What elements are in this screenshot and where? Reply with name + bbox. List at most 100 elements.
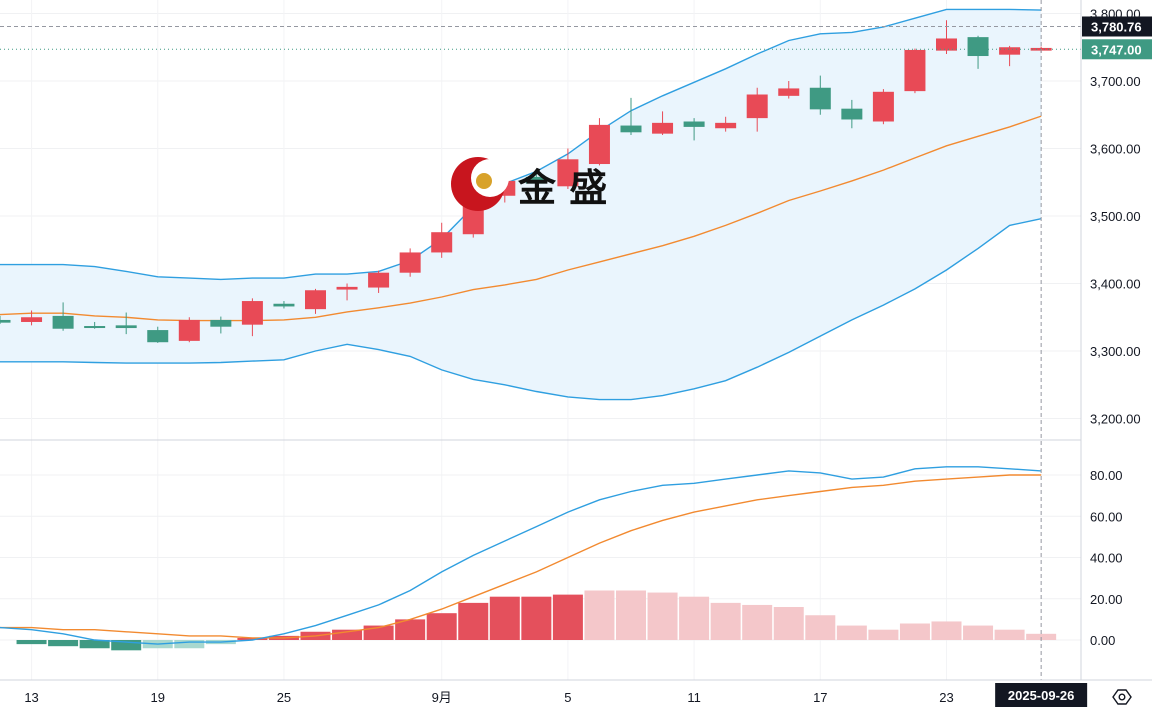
price-tick-label: 3,700.00 (1090, 74, 1141, 89)
bollinger-upper-line (0, 8, 1042, 281)
price-tick-label: 3,200.00 (1090, 412, 1141, 427)
candle (336, 283, 358, 301)
macd-histogram-bar (552, 594, 583, 640)
current-date-badge-bg (995, 683, 1088, 707)
candle (588, 118, 610, 166)
macd-histogram-bar (584, 590, 615, 640)
macd-histogram-bar (836, 625, 867, 640)
macd-histogram-bar (237, 637, 268, 640)
settings-icon[interactable] (1112, 689, 1132, 705)
macd-pane (0, 466, 1081, 651)
candle (715, 116, 737, 132)
candle-body (999, 47, 1021, 55)
current-date-badge: 2025-09-26 (995, 683, 1088, 707)
macd-histogram-bar (395, 619, 426, 640)
candle (683, 118, 705, 141)
candle-body (872, 91, 894, 122)
current-date-badge-text: 2025-09-26 (1008, 688, 1075, 703)
macd-tick-label: 40.00 (1090, 551, 1123, 566)
high-price-badge-bg (1082, 16, 1152, 37)
candle-body (241, 301, 263, 325)
macd-histogram-bar (489, 596, 520, 640)
last-price-badge-text: 3,747.00 (1091, 42, 1142, 57)
candle-body (588, 124, 610, 165)
candle-body (210, 319, 232, 327)
macd-histogram-bar (679, 596, 710, 640)
candle-body (683, 121, 705, 127)
candle (241, 298, 263, 337)
macd-histogram-bar (426, 613, 457, 640)
price-pane: 金 盛 (0, 0, 1081, 680)
candle-body (368, 272, 390, 288)
macd-histogram-bar (174, 640, 205, 649)
macd-histogram-bar (868, 629, 899, 640)
price-tick-label: 3,500.00 (1090, 209, 1141, 224)
candle (557, 148, 579, 189)
last-price-badge: 3,747.00 (1082, 39, 1152, 60)
macd-histogram-bar (111, 640, 142, 651)
time-tick-label: 9月 (432, 690, 452, 705)
candle (273, 301, 295, 309)
candle-body (147, 330, 169, 343)
candle (778, 81, 800, 99)
candle-body (936, 38, 957, 51)
time-tick-label: 17 (813, 690, 827, 705)
macd-tick-label: 80.00 (1090, 468, 1123, 483)
macd-histogram-bar (79, 640, 110, 649)
macd-histogram-bar (931, 621, 962, 640)
candle-body (967, 37, 989, 57)
logo: 金 盛 (451, 157, 607, 211)
candle-body (557, 159, 579, 187)
macd-histogram-bar (899, 623, 930, 640)
candle (620, 97, 642, 135)
candle (147, 326, 169, 343)
macd-histogram-bar (805, 615, 836, 640)
macd-histogram-bar (16, 640, 47, 645)
price-tick-label: 3,600.00 (1090, 142, 1141, 157)
candle (936, 20, 957, 54)
price-tick-label: 3,300.00 (1090, 344, 1141, 359)
candle-body (21, 317, 43, 322)
macd-line (0, 466, 1042, 645)
time-tick-label: 23 (939, 690, 953, 705)
candle-body (0, 319, 11, 323)
macd-histogram-bar (458, 602, 489, 640)
macd-histogram-bar (647, 592, 678, 640)
time-tick-label: 13 (24, 690, 38, 705)
candle-body (652, 122, 674, 134)
price-axis-ticks: 3,200.00 3,300.00 3,400.00 3,500.00 3,600.00… (1090, 7, 1141, 427)
candle-body (431, 232, 453, 253)
candle (305, 288, 326, 314)
candle-body (273, 303, 295, 307)
candle (0, 315, 11, 324)
candle (652, 111, 674, 135)
time-tick-label: 25 (277, 690, 291, 705)
high-price-badge-text: 3,780.76 (1091, 19, 1142, 34)
last-price-badge-bg (1082, 39, 1152, 60)
candle (115, 312, 137, 335)
candle-body (399, 252, 421, 273)
price-axis[interactable]: 3,200.00 3,300.00 3,400.00 3,500.00 3,600.00… (1080, 0, 1152, 680)
time-axis[interactable]: 13 19 25 9月 5 11 17 23 2025-09-26 (0, 679, 1152, 707)
candle-body (84, 326, 106, 329)
candle (904, 48, 926, 94)
candle (431, 222, 453, 258)
candle (52, 302, 74, 331)
macd-histogram-bar (332, 629, 363, 640)
time-tick-label: 19 (151, 690, 165, 705)
candle (210, 316, 232, 334)
candle-body (746, 94, 768, 119)
candle-body (178, 319, 200, 341)
candle (368, 270, 390, 293)
candle (809, 75, 831, 115)
macd-histogram-bar (773, 607, 804, 640)
candle-body (620, 125, 642, 133)
candle (84, 321, 106, 329)
candle-body (52, 315, 74, 329)
candle-body (305, 290, 326, 310)
candle-body (115, 325, 137, 329)
macd-histogram-bar (521, 596, 552, 640)
macd-histogram-bar (742, 604, 773, 640)
macd-histogram-bar (1026, 633, 1057, 640)
candle-body (715, 122, 737, 129)
